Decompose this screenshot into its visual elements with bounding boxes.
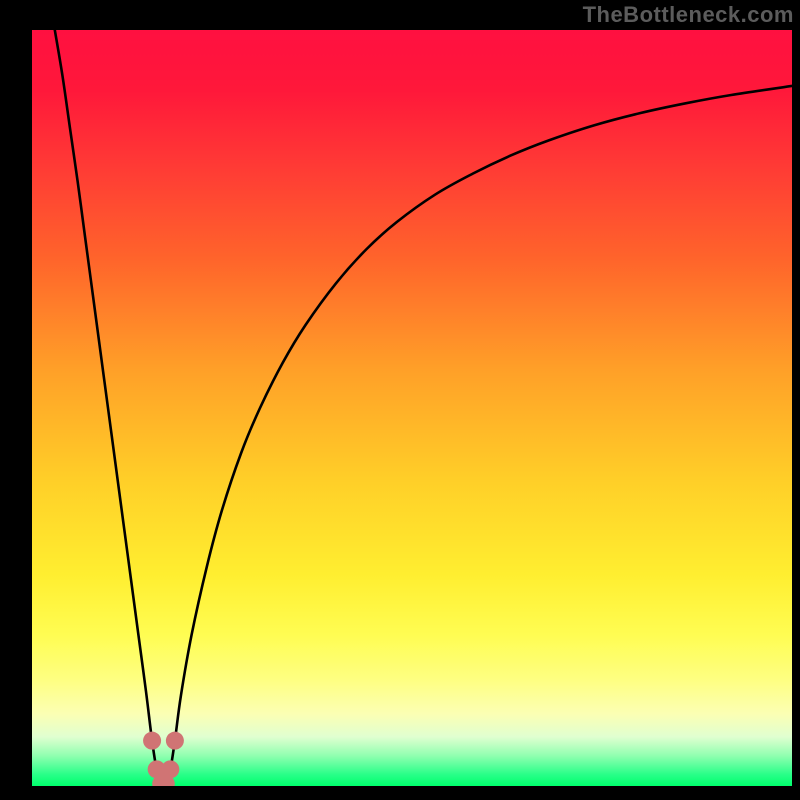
- curve-endpoint-marker: [161, 760, 179, 778]
- curve-endpoint-marker: [166, 732, 184, 750]
- chart-plot-area: [32, 30, 792, 786]
- chart-outer-frame: TheBottleneck.com: [0, 0, 800, 800]
- chart-curve-layer: [32, 30, 792, 786]
- curve-endpoint-marker: [143, 732, 161, 750]
- attribution-label: TheBottleneck.com: [583, 2, 794, 28]
- chart-curve: [55, 30, 792, 786]
